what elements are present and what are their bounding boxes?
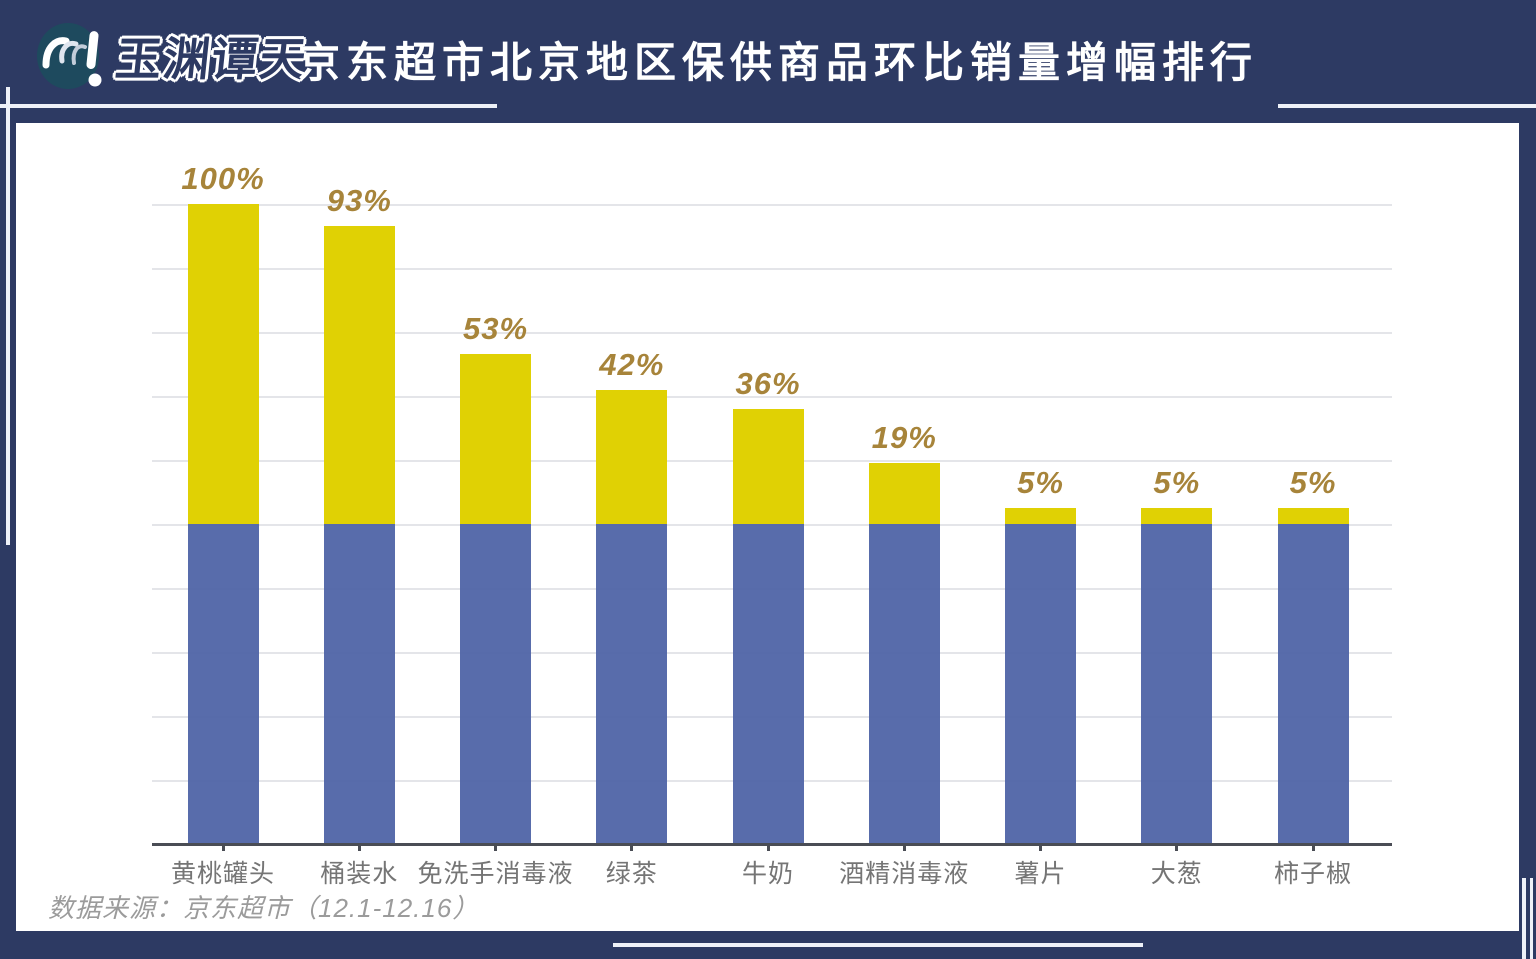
bar-growth-segment [323,226,395,524]
bar-value-label: 36% [735,365,801,401]
x-axis-tick [1039,844,1042,851]
bar-growth-segment [1277,508,1349,524]
bar-value-label: 5% [1017,465,1064,500]
bar-base-segment [732,524,804,844]
chart-card: 100% 93% 53% 42% 36% 19% 5% 5% 5% 黄桃罐头 桶装水 免洗手消毒液 绿… [16,123,1519,931]
decor-horizontal-line-top-left [0,104,497,108]
bar-growth-segment [596,389,668,524]
bar-value-label: 19% [871,420,937,456]
bar-growth-segment [1141,508,1213,524]
x-axis-tick [221,844,225,851]
bar-base-segment [1277,524,1349,844]
bar-base-segment [1005,524,1076,844]
swirl-exclamation-icon [37,23,102,89]
gridline [152,396,1392,398]
bar-value-label: 5% [1289,465,1337,500]
x-axis-category-label: 柿子椒 [1273,860,1352,888]
bar-growth-segment [732,408,804,524]
decor-horizontal-line-top-right [1278,104,1536,108]
page-title: 京东超市北京地区保供商品环比销量增幅排行 [298,39,1259,86]
x-axis-category-label: 绿茶 [605,860,658,888]
gridline [152,332,1392,334]
brand-name: 玉渊谭天 [112,33,311,85]
x-axis-line [152,843,1392,846]
x-axis-category-label: 牛奶 [741,860,794,888]
x-axis-category-label: 桶装水 [320,860,399,888]
bar-base-segment [1141,524,1213,844]
x-axis-tick [1175,844,1179,851]
x-axis-category-label: 薯片 [1014,860,1067,888]
x-axis-tick [902,844,906,851]
x-axis-category-label: 酒精消毒液 [839,860,970,888]
bar-base-segment [187,524,259,844]
x-axis-category-label: 黄桃罐头 [170,860,275,888]
bar-value-label: 42% [599,346,665,382]
bar-value-label: 5% [1153,465,1201,500]
bar-base-segment [868,524,940,844]
gridline [152,204,1392,206]
x-axis-tick [494,844,497,851]
bar-growth-segment [868,463,940,524]
bar-base-segment [460,524,531,844]
bar-growth-segment [187,204,259,524]
bar-growth-segment [460,354,531,524]
data-source-note: 数据来源：京东超市（12.1-12.16） [48,893,480,923]
decor-vertical-line-bottom-right-2 [1530,878,1533,959]
x-axis-tick [357,844,361,851]
x-axis-tick [1311,844,1315,851]
x-axis-tick [630,844,634,851]
bar-base-segment [323,524,395,844]
x-axis-tick [766,844,770,851]
bar-base-segment [596,524,668,844]
bar-value-label: 100% [181,161,265,196]
bar-value-label: 53% [462,311,529,347]
gridline [152,268,1392,270]
bar-value-label: 93% [326,183,392,219]
decor-vertical-line-left [6,87,10,545]
x-axis-category-label: 大葱 [1150,860,1203,888]
brand-logo: 玉渊谭天 [32,14,310,98]
x-axis-category-label: 免洗手消毒液 [417,860,574,888]
header: 玉渊谭天 京东超市北京地区保供商品环比销量增幅排行 [0,0,1536,110]
decor-vertical-line-bottom-right-1 [1522,878,1526,959]
decor-horizontal-line-bottom [613,943,1143,947]
bar-growth-segment [1005,508,1076,524]
